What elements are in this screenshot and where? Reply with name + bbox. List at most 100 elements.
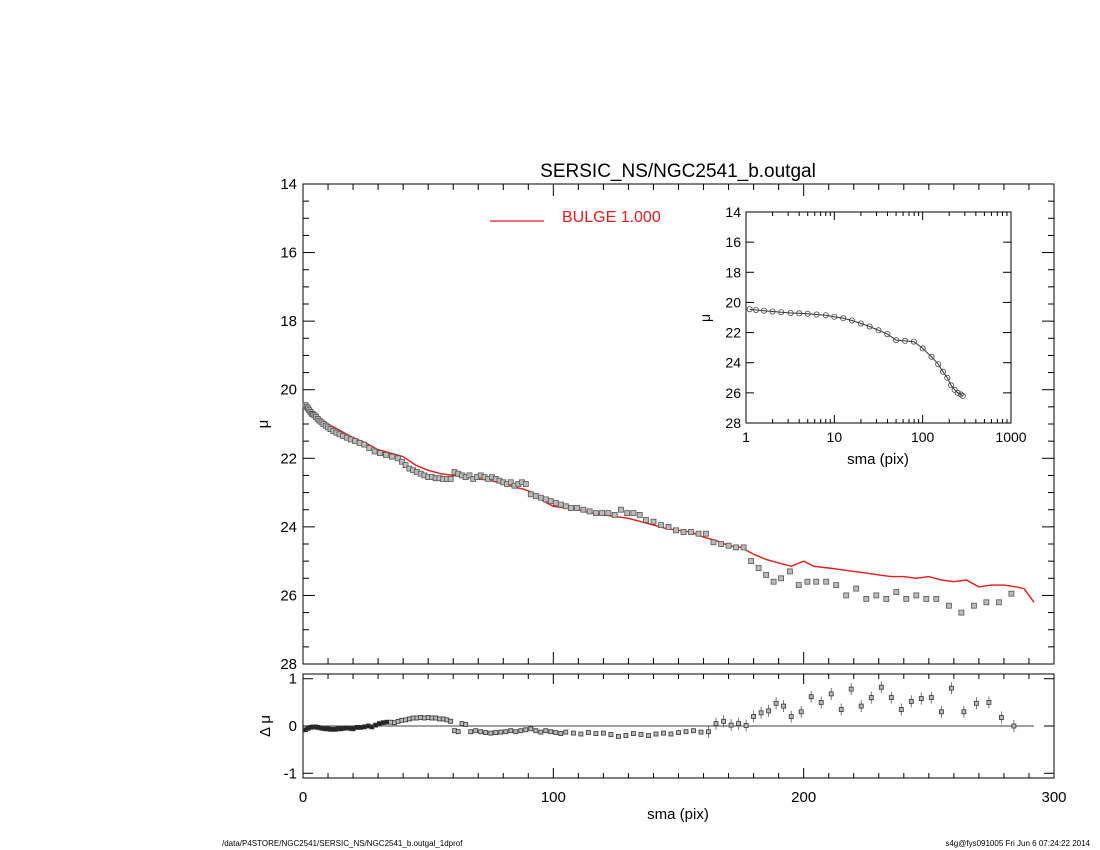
residual-data-point bbox=[463, 722, 469, 727]
main-data-point bbox=[787, 568, 793, 575]
inset-data-point bbox=[769, 308, 776, 315]
inset-y-tick-label: 28 bbox=[725, 415, 741, 431]
residual-data-point bbox=[928, 695, 934, 700]
main-data-point bbox=[361, 441, 368, 448]
residual-y-tick-label: 0 bbox=[289, 718, 297, 735]
residual-data-point bbox=[986, 700, 992, 705]
main-data-point bbox=[778, 575, 784, 582]
residual-data-point bbox=[781, 703, 786, 709]
inset-data-point bbox=[944, 374, 951, 381]
main-data-point bbox=[971, 602, 977, 609]
residual-data-point bbox=[429, 715, 435, 721]
residual-data-point bbox=[751, 714, 756, 719]
residual-data-point bbox=[448, 718, 454, 724]
main-data-point bbox=[377, 450, 384, 457]
residual-data-point bbox=[858, 703, 864, 709]
residual-data-point bbox=[773, 700, 779, 706]
inset-y-tick-label: 16 bbox=[725, 234, 741, 250]
residual-data-point bbox=[523, 727, 529, 733]
inset-data-point bbox=[893, 337, 900, 344]
inset-y-ticks: 14 16 18 20 22 24 26 28 bbox=[725, 204, 1011, 431]
main-data-point bbox=[562, 503, 569, 510]
inset-x-tick-label: 100 bbox=[911, 429, 935, 445]
residual-data-point bbox=[571, 730, 576, 736]
residual-data-point bbox=[828, 691, 834, 697]
residual-data-point bbox=[369, 724, 375, 730]
main-data-point bbox=[371, 448, 378, 455]
inset-data-point bbox=[796, 310, 803, 317]
residual-data-point bbox=[513, 729, 519, 735]
main-data-point bbox=[356, 439, 363, 446]
main-data-point bbox=[586, 508, 593, 515]
main-data-point bbox=[823, 578, 830, 585]
residual-data-point bbox=[949, 685, 954, 691]
residual-x-ticks: 0 100 200 300 bbox=[299, 674, 1067, 806]
main-data-point bbox=[574, 505, 580, 511]
residual-data-point bbox=[354, 725, 360, 730]
residual-data-point bbox=[878, 684, 884, 690]
residual-data-point bbox=[508, 728, 514, 734]
residual-data-point bbox=[553, 730, 559, 735]
residual-data-point bbox=[586, 730, 591, 735]
inset-data-point bbox=[778, 309, 785, 316]
residual-data-point bbox=[818, 700, 824, 705]
inset-profile-trace bbox=[749, 308, 964, 397]
main-data-point bbox=[665, 524, 672, 530]
residual-y-axis-label: Δ μ bbox=[257, 715, 274, 737]
residual-data-point bbox=[455, 729, 461, 735]
main-data-point bbox=[398, 458, 405, 465]
main-data-point bbox=[718, 541, 724, 547]
residual-data-point bbox=[543, 728, 549, 734]
residual-data-point bbox=[478, 729, 484, 735]
main-data-point bbox=[853, 585, 860, 592]
residual-x-tick-label: 100 bbox=[541, 789, 566, 806]
residual-data-point bbox=[436, 716, 442, 722]
main-data-point bbox=[382, 451, 389, 458]
residual-data-point bbox=[518, 728, 524, 734]
residual-data-point bbox=[974, 700, 979, 706]
main-data-point bbox=[695, 530, 702, 537]
main-data-point bbox=[466, 472, 473, 479]
main-x-ticks bbox=[302, 184, 1055, 664]
inset-data-point bbox=[831, 313, 838, 320]
residual-data-point bbox=[961, 709, 967, 715]
inset-data-point bbox=[875, 327, 882, 334]
residual-data-point bbox=[999, 715, 1004, 720]
inset-data-point bbox=[761, 307, 768, 314]
residual-data-point bbox=[414, 715, 420, 721]
inset-y-tick-label: 14 bbox=[725, 204, 741, 220]
main-data-point bbox=[946, 602, 952, 609]
inset-data-points bbox=[746, 306, 966, 399]
inset-data-point bbox=[866, 323, 873, 330]
residual-data-point bbox=[698, 729, 704, 735]
residual-data-point bbox=[616, 734, 621, 739]
main-data-point bbox=[522, 481, 529, 487]
residual-data-point bbox=[548, 729, 554, 735]
inset-data-point bbox=[954, 389, 961, 396]
residual-y-ticks: -1 0 1 bbox=[284, 671, 1054, 782]
main-data-point bbox=[568, 505, 574, 511]
residual-data-point bbox=[493, 730, 499, 735]
main-data-point bbox=[755, 565, 762, 571]
main-y-tick-label: 14 bbox=[280, 176, 297, 193]
main-data-point bbox=[833, 582, 840, 588]
main-data-point bbox=[547, 498, 554, 505]
main-data-point bbox=[658, 522, 664, 528]
main-data-point bbox=[593, 510, 599, 517]
main-data-point bbox=[933, 596, 940, 602]
main-data-point bbox=[923, 596, 930, 602]
main-y-tick-label: 16 bbox=[280, 245, 297, 262]
main-data-point bbox=[643, 517, 649, 523]
main-data-point bbox=[552, 499, 559, 506]
inset-panel: μ sma (pix) 14 16 18 20 22 24 26 28 1 10 100 1000 bbox=[697, 204, 1027, 468]
inset-data-point bbox=[746, 306, 753, 313]
residual-data-point bbox=[503, 729, 509, 735]
main-data-point bbox=[740, 544, 747, 551]
footer-timestamp: s4g@fys091005 Fri Jun 6 07:24:22 2014 bbox=[945, 839, 1090, 848]
residual-data-point bbox=[743, 723, 749, 728]
inset-data-point bbox=[804, 310, 811, 317]
inset-data-point bbox=[940, 368, 947, 375]
residual-data-point bbox=[608, 732, 614, 737]
main-data-point bbox=[599, 510, 605, 517]
